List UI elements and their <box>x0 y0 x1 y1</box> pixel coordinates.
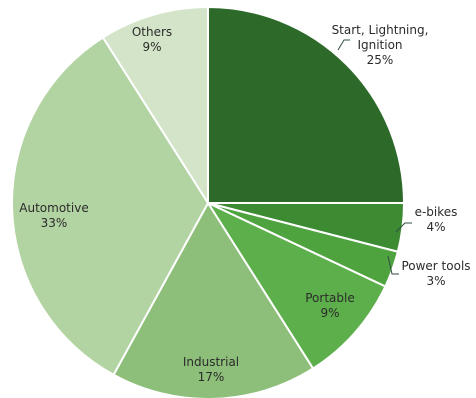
slice-name: Ignition <box>357 38 402 52</box>
slice-name: e-bikes <box>415 205 458 219</box>
pie-slice <box>112 201 315 398</box>
slice-percent: 17% <box>198 370 225 384</box>
pie-slice <box>11 36 210 377</box>
slice-name: Power tools <box>401 259 470 273</box>
slice-name: Portable <box>305 291 354 305</box>
slice-label: Others 9% <box>132 25 172 54</box>
pie-slice <box>205 200 387 370</box>
slice-name: Others <box>132 25 172 39</box>
slice-label: Start, Lightning, Ignition 25% <box>332 23 429 67</box>
slice-label: Portable 9% <box>305 291 354 320</box>
leader-line <box>337 39 350 51</box>
slice-label: Industrial 17% <box>183 355 239 384</box>
slice-percent: 9% <box>142 40 161 54</box>
slice-label: Power tools 3% <box>401 259 470 288</box>
slice-percent: 3% <box>426 274 445 288</box>
leader-line <box>387 255 399 275</box>
slice-percent: 9% <box>320 306 339 320</box>
pie-slice <box>101 5 209 207</box>
slice-label: Automotive 33% <box>19 201 88 230</box>
slice-name: Start, Lightning, <box>332 23 429 37</box>
slice-name: Automotive <box>19 201 88 215</box>
pie-slices <box>11 5 406 398</box>
pie-leader-lines <box>337 39 412 275</box>
pie-slice <box>207 5 406 204</box>
slice-percent: 25% <box>367 53 394 67</box>
slice-percent: 4% <box>426 220 445 234</box>
slice-name: Industrial <box>183 355 239 369</box>
slice-label: e-bikes 4% <box>415 205 458 234</box>
leader-line <box>395 222 412 233</box>
slice-percent: 33% <box>41 216 68 230</box>
pie-labels: Start, Lightning, Ignition 25% e-bikes 4% Pow… <box>19 23 470 384</box>
